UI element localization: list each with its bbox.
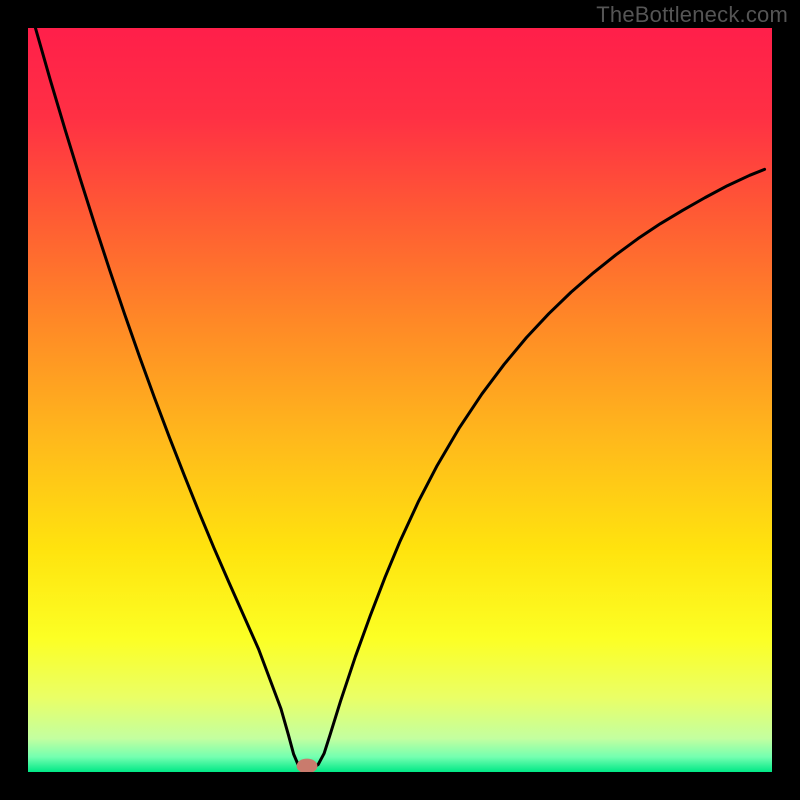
chart-background xyxy=(28,28,772,772)
plot-area xyxy=(28,28,772,772)
chart-frame: TheBottleneck.com xyxy=(0,0,800,800)
chart-svg xyxy=(28,28,772,772)
watermark-text: TheBottleneck.com xyxy=(596,2,788,28)
